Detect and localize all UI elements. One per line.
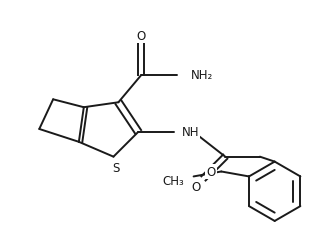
Text: NH₂: NH₂ — [191, 69, 213, 82]
Text: O: O — [137, 30, 146, 43]
Text: CH₃: CH₃ — [162, 174, 184, 187]
Text: S: S — [112, 161, 119, 174]
Text: O: O — [191, 180, 200, 193]
Text: NH: NH — [182, 126, 199, 139]
Text: O: O — [206, 165, 215, 178]
